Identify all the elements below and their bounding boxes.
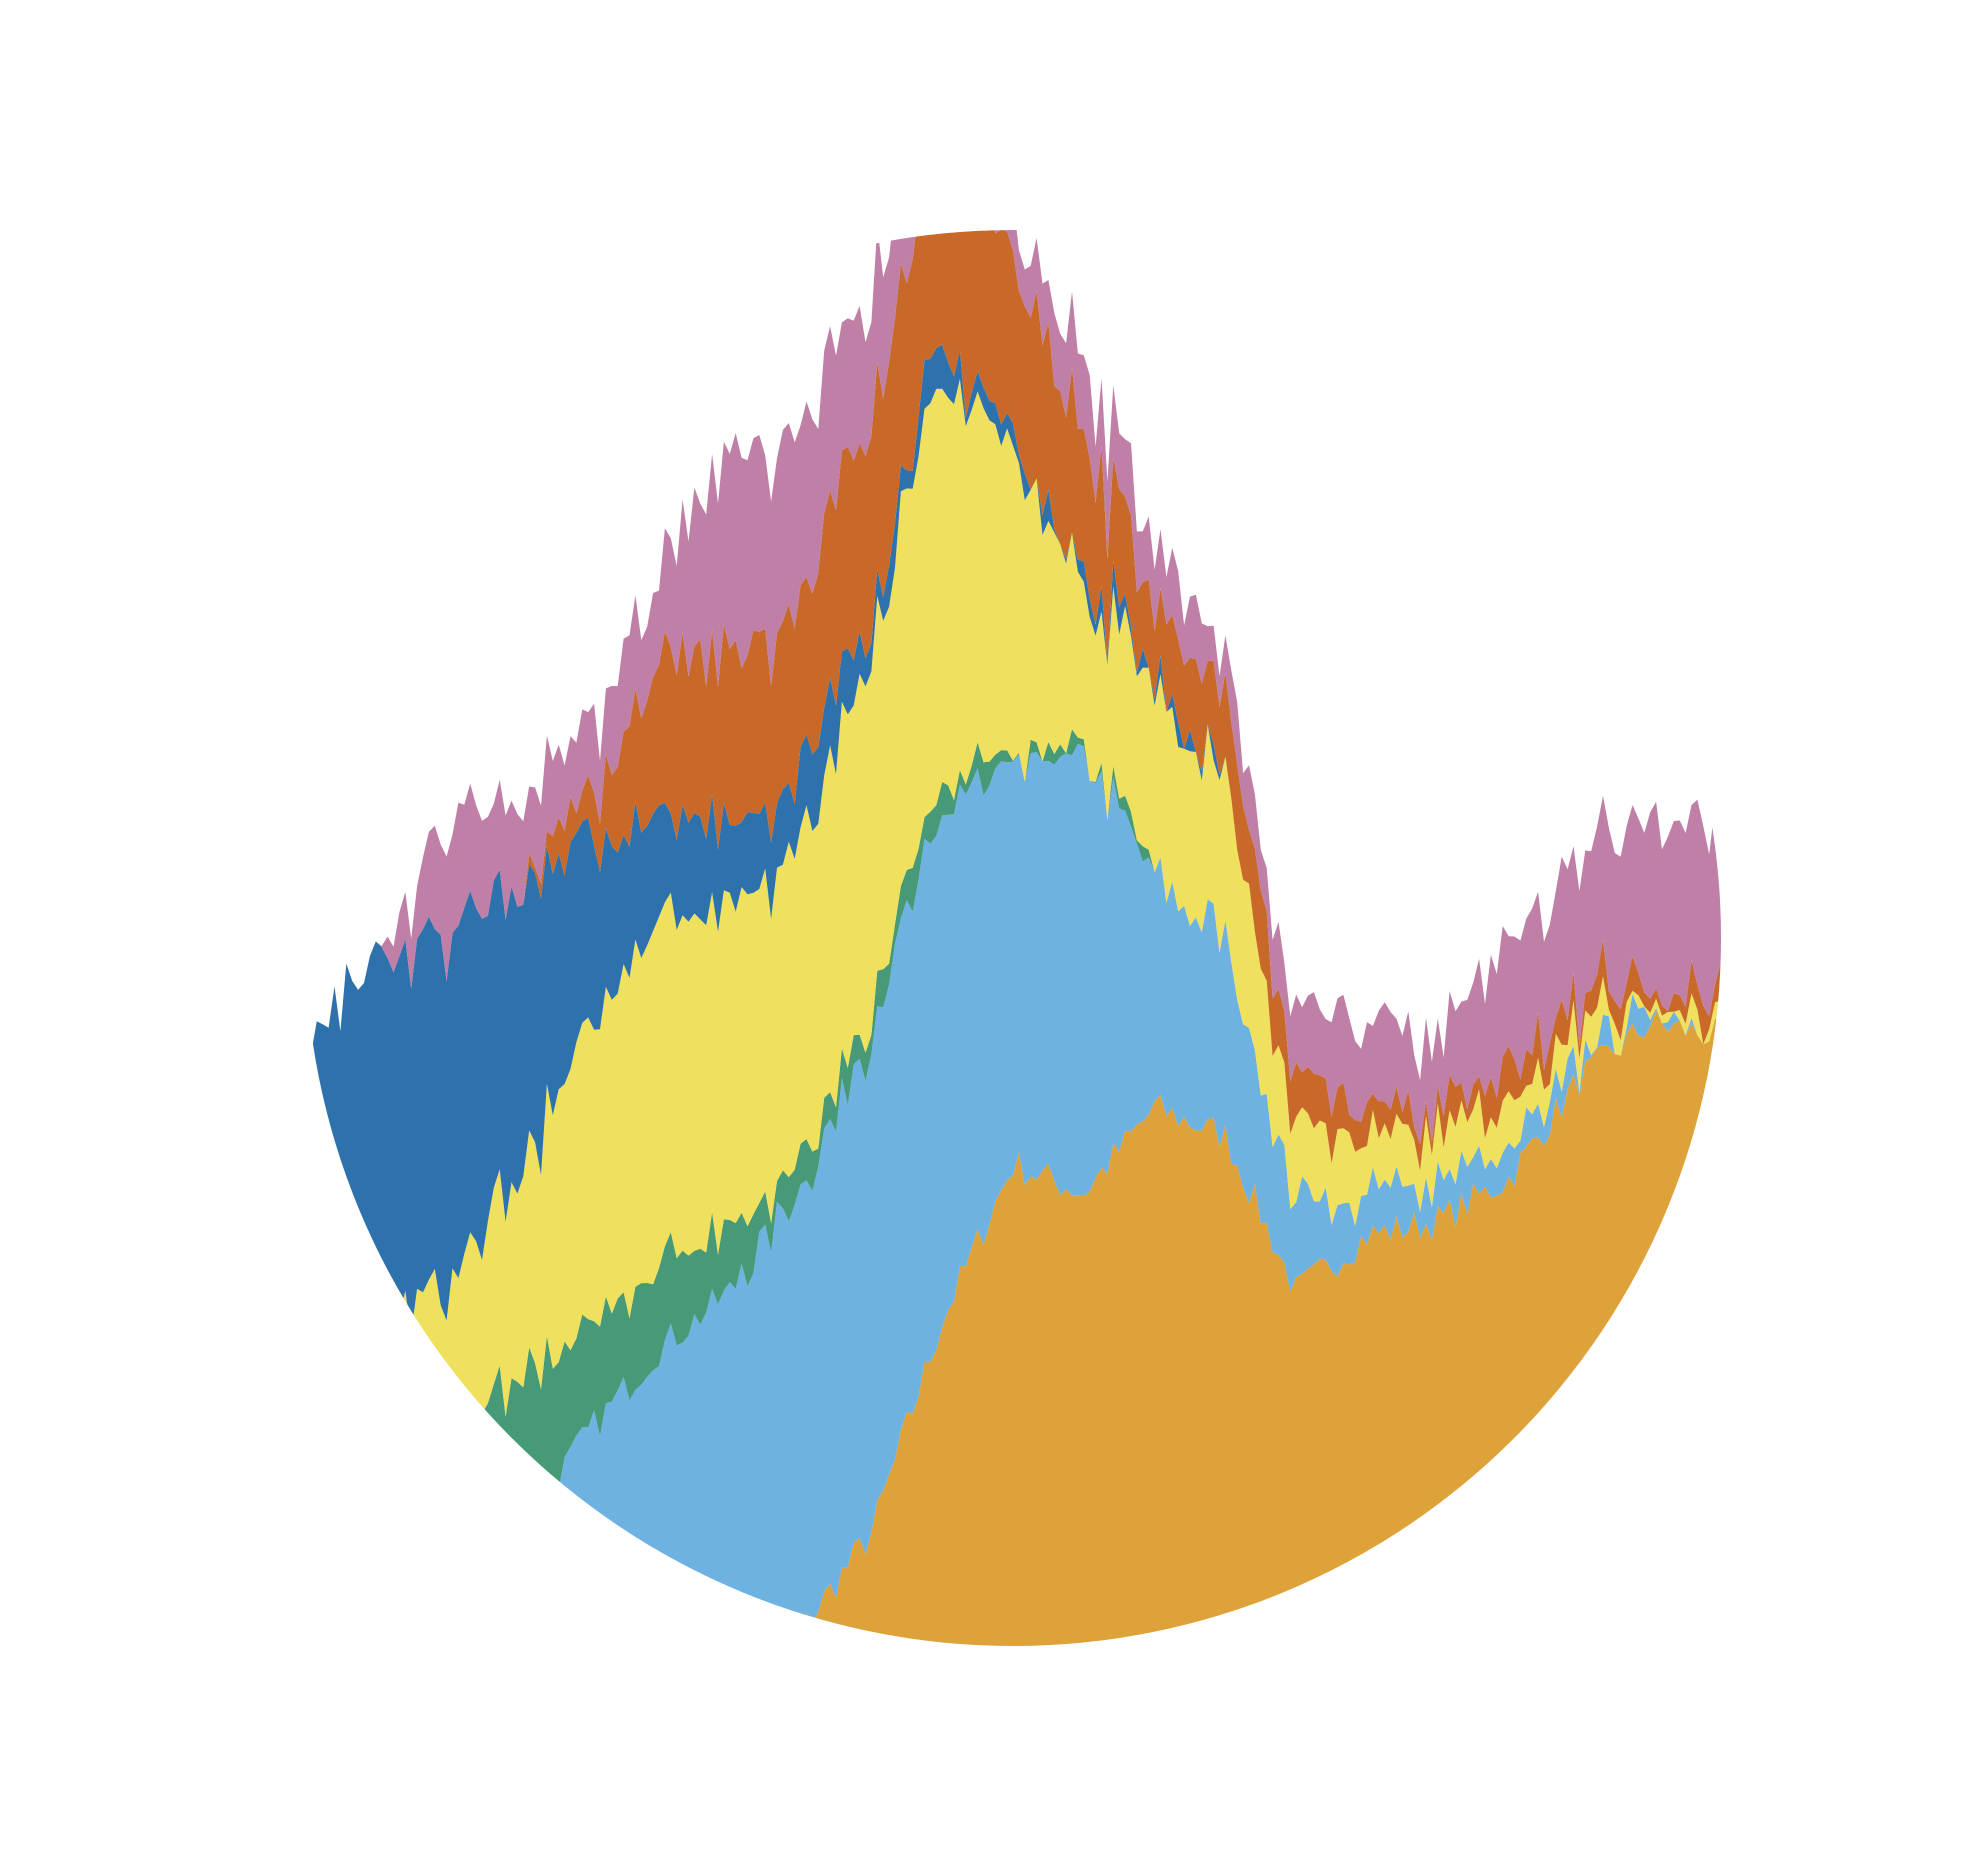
area-series-5 bbox=[305, 344, 1721, 1346]
area-series-7 bbox=[305, 230, 1721, 1144]
area-series-1 bbox=[305, 1010, 1721, 1646]
plot-area bbox=[305, 230, 1721, 1646]
area-series-6 bbox=[305, 230, 1721, 1171]
area-series-4 bbox=[305, 379, 1721, 1446]
area-series-2 bbox=[305, 743, 1721, 1646]
